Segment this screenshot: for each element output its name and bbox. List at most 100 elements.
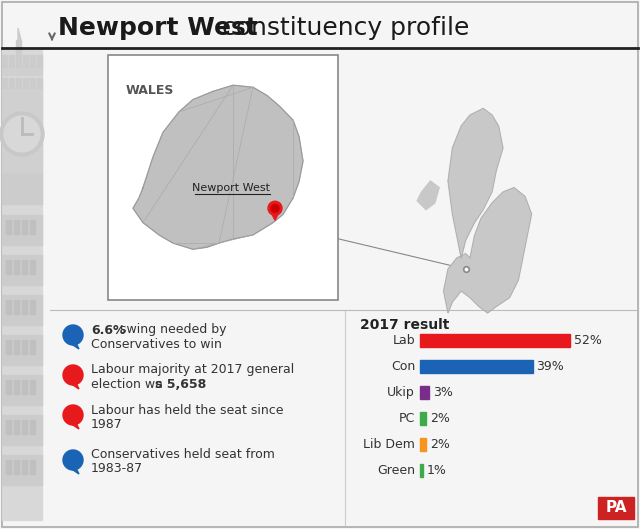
Bar [22,300,27,314]
Bar [2,55,7,67]
Bar [16,78,21,88]
Bar [2,255,42,285]
Polygon shape [448,108,503,258]
Bar [108,55,338,300]
Bar [14,380,19,394]
Circle shape [63,365,83,385]
Bar [2,335,42,365]
Bar [22,340,27,354]
Text: Lib Dem: Lib Dem [363,438,415,451]
Bar [420,412,426,425]
Bar [30,220,35,234]
Bar [22,260,27,274]
Text: WALES: WALES [126,84,174,96]
Circle shape [268,201,282,215]
Polygon shape [272,214,278,220]
Bar [14,300,19,314]
Bar [22,380,27,394]
Bar [6,300,11,314]
Bar [420,438,426,451]
Bar [2,50,42,520]
Bar [30,340,35,354]
Circle shape [4,116,40,152]
Bar [14,260,19,274]
Text: 3%: 3% [433,386,452,399]
Text: Newport West: Newport West [192,183,270,193]
Circle shape [63,450,83,470]
Text: Labour has held the seat since: Labour has held the seat since [91,404,284,416]
Text: Conservatives to win: Conservatives to win [91,338,222,351]
Bar [2,295,42,325]
Polygon shape [16,40,21,55]
Text: 2%: 2% [430,412,450,425]
Text: Green: Green [377,464,415,477]
Circle shape [63,325,83,345]
Text: 2%: 2% [430,438,450,451]
Text: 2017 result: 2017 result [360,318,449,332]
Bar [2,94,42,174]
Bar [2,215,42,245]
Bar [22,220,27,234]
Bar [37,78,42,88]
Bar [14,420,19,434]
Circle shape [271,204,279,212]
Text: Labour majority at 2017 general: Labour majority at 2017 general [91,363,294,377]
Bar [14,460,19,474]
Text: swing needed by: swing needed by [116,324,227,336]
Polygon shape [70,383,79,389]
Polygon shape [70,468,79,474]
Bar [6,460,11,474]
Bar [30,380,35,394]
Text: 39%: 39% [536,360,564,373]
Bar [9,55,14,67]
Bar [2,375,42,405]
Circle shape [63,405,83,425]
Polygon shape [70,423,79,429]
Bar [2,415,42,445]
Bar [23,55,28,67]
Bar [30,460,35,474]
Text: Newport West: Newport West [58,16,258,40]
Text: Lab: Lab [392,334,415,347]
Text: 6.6%: 6.6% [91,324,125,336]
Text: 1987: 1987 [91,417,123,431]
Text: election wa: election wa [91,378,163,390]
Polygon shape [417,181,439,209]
Bar [30,300,35,314]
Bar [30,260,35,274]
Bar [6,260,11,274]
Bar [420,386,429,399]
Polygon shape [133,85,303,249]
Text: Conservatives held seat from: Conservatives held seat from [91,449,275,461]
Bar [420,334,570,347]
Polygon shape [18,28,21,55]
Text: PA: PA [605,500,627,515]
Text: 1983-87: 1983-87 [91,462,143,476]
Bar [6,420,11,434]
Bar [14,340,19,354]
Text: 1%: 1% [427,464,447,477]
Bar [598,497,634,519]
Text: constituency profile: constituency profile [214,16,469,40]
Bar [37,55,42,67]
Bar [14,220,19,234]
Bar [22,460,27,474]
Bar [23,78,28,88]
Bar [6,380,11,394]
Text: s 5,658: s 5,658 [155,378,206,390]
Text: 52%: 52% [574,334,602,347]
Text: Ukip: Ukip [387,386,415,399]
Bar [16,55,21,67]
Bar [30,78,35,88]
Bar [2,88,42,94]
Bar [30,55,35,67]
Bar [420,464,423,477]
Bar [2,174,42,204]
Circle shape [0,112,44,156]
Text: Con: Con [391,360,415,373]
Bar [6,220,11,234]
Bar [420,360,532,373]
Bar [2,67,42,75]
Polygon shape [444,188,532,313]
Bar [9,78,14,88]
